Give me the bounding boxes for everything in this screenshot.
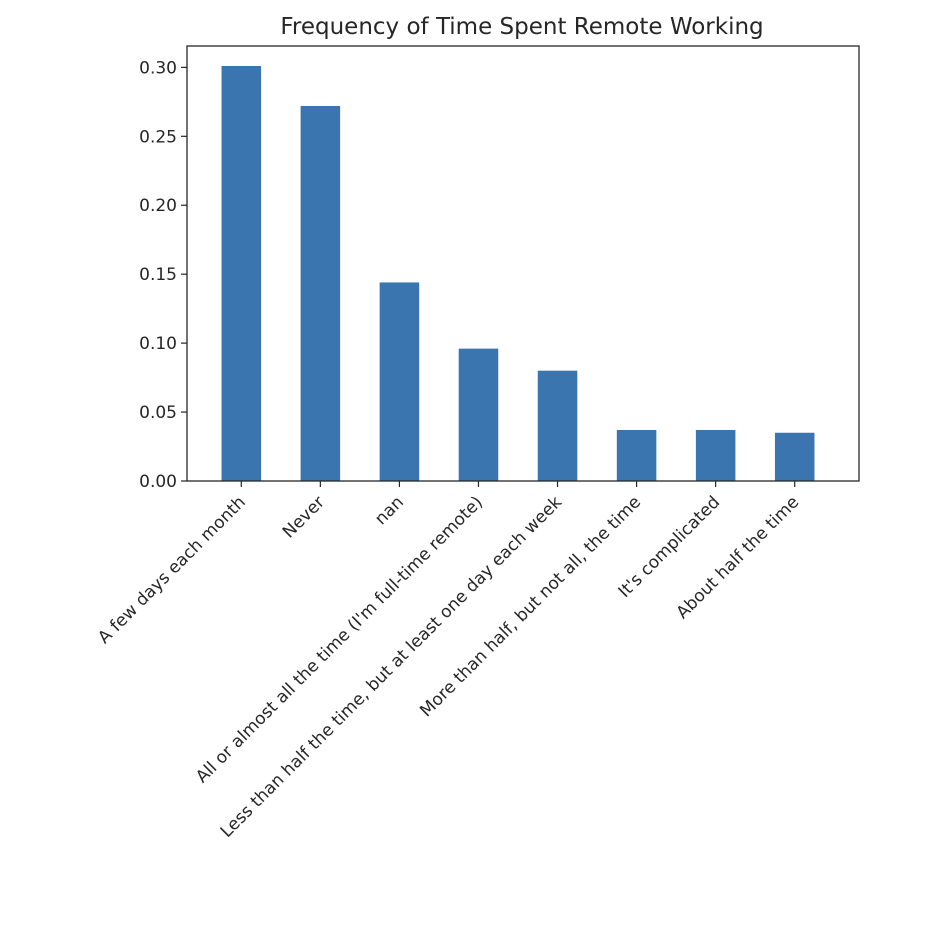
bar [379, 282, 420, 481]
bar [695, 429, 736, 481]
x-tick-label: All or almost all the time (I'm full-tim… [192, 492, 487, 787]
y-tick-label: 0.25 [139, 127, 177, 147]
x-tick-label: Never [279, 492, 329, 542]
bar [616, 429, 657, 481]
y-axis: 0.00 0.05 0.10 0.15 0.20 0.25 0.30 [139, 58, 187, 492]
bar [221, 65, 262, 482]
y-tick-label: 0.20 [139, 196, 177, 216]
plot-frame [186, 45, 860, 482]
y-tick-label: 0.30 [139, 58, 177, 78]
y-tick-label: 0.00 [139, 472, 177, 492]
y-tick-label: 0.05 [139, 403, 177, 423]
x-tick-label: A few days each month [94, 492, 249, 647]
y-tick-label: 0.15 [139, 265, 177, 285]
bars-group [221, 65, 815, 482]
bar [300, 105, 341, 481]
y-tick-label: 0.10 [139, 334, 177, 354]
chart-title: Frequency of Time Spent Remote Working [280, 14, 763, 40]
bar [774, 432, 815, 481]
x-tick-label: Less than half the time, but at least on… [217, 492, 566, 841]
x-tick-label: nan [371, 492, 408, 529]
bar [537, 370, 578, 481]
bar [458, 348, 499, 481]
